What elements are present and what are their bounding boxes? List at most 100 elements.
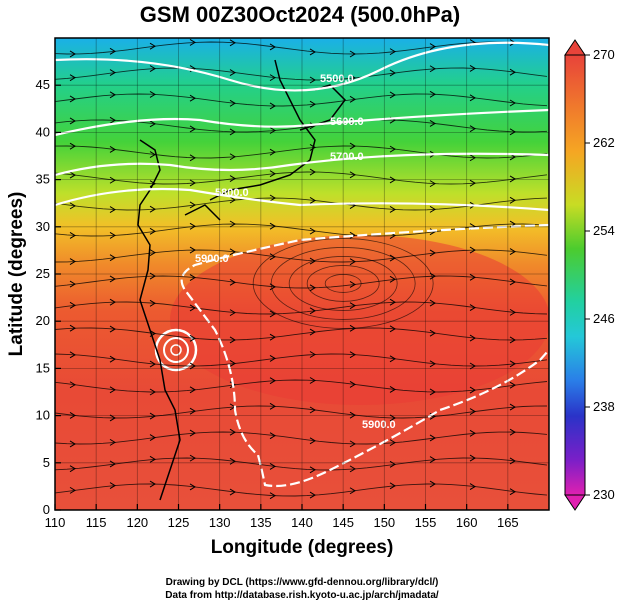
streamline-arrow	[389, 206, 396, 213]
streamline-arrow	[349, 380, 356, 388]
streamline-arrow	[349, 231, 356, 239]
contour-label: 5800.0	[215, 187, 249, 199]
streamline-arrow	[429, 480, 436, 488]
streamline-arrow	[269, 194, 276, 202]
streamline-arrow	[269, 102, 276, 110]
colorbar-top-arrow	[564, 39, 586, 56]
streamline-arrow	[269, 402, 276, 410]
streamline-arrow	[429, 120, 436, 127]
streamline-arrow	[429, 180, 436, 188]
streamline-arrow	[429, 249, 436, 257]
x-tick-label: 140	[291, 515, 313, 530]
streamline-arrow	[229, 128, 236, 136]
streamline-arrow	[69, 117, 76, 125]
streamline-arrow	[269, 333, 276, 341]
streamline-arrow	[469, 273, 476, 281]
streamline-arrow	[69, 486, 76, 494]
streamline-arrow	[309, 144, 316, 151]
streamline-arrow	[509, 278, 516, 286]
streamline-arrow	[149, 90, 156, 98]
streamline-arrow	[229, 153, 236, 161]
streamline-arrow	[269, 310, 276, 318]
streamline-arrow	[469, 454, 476, 462]
streamline-arrow	[69, 280, 76, 288]
anticyclone-streamline	[306, 265, 380, 302]
colorbar-scale	[564, 54, 586, 496]
streamline-arrow	[509, 248, 516, 256]
streamline-arrow	[189, 274, 196, 281]
streamline-arrow	[429, 90, 436, 98]
streamline-arrow	[229, 488, 236, 496]
streamline-arrow	[229, 69, 236, 77]
streamline-arrow	[349, 351, 356, 359]
streamline-arrow	[389, 275, 396, 283]
streamline-arrow	[69, 258, 76, 265]
streamline-arrow	[429, 65, 436, 73]
streamline-arrow	[149, 412, 156, 420]
height-contours	[55, 41, 549, 488]
streamline-arrow	[189, 304, 196, 312]
streamline-arrow	[469, 429, 476, 437]
streamline	[55, 301, 548, 315]
streamline	[55, 483, 548, 497]
streamline-arrow	[469, 362, 476, 370]
streamline-arrow	[389, 414, 396, 422]
streamline-arrow	[229, 428, 236, 436]
streamline-arrow	[429, 43, 436, 50]
streamline-arrow	[189, 94, 196, 102]
streamline-arrow	[269, 74, 276, 82]
y-tick-label: 35	[36, 172, 50, 187]
streamline-arrow	[349, 74, 356, 82]
streamline	[55, 197, 548, 211]
streamline-arrow	[69, 381, 76, 389]
streamline-arrow	[349, 281, 356, 288]
chart-title: GSM 00Z30Oct2024 (500.0hPa)	[140, 2, 460, 27]
streamline-arrow	[229, 39, 236, 47]
streamline-arrow	[109, 69, 116, 77]
streamline-arrow	[109, 325, 116, 333]
streamline-arrow	[229, 457, 236, 465]
streamline-arrow	[309, 48, 316, 56]
streamline-arrow	[149, 249, 156, 257]
streamline-arrow	[269, 492, 276, 500]
streamline-arrow	[189, 386, 196, 394]
streamline-arrow	[69, 351, 76, 359]
streamline	[55, 93, 548, 107]
streamline-arrow	[229, 248, 236, 256]
streamline	[55, 327, 548, 341]
credit-data: Data from http://database.rish.kyoto-u.a…	[165, 590, 439, 601]
streamline-arrow	[149, 42, 156, 50]
streamline-arrow	[469, 386, 476, 394]
streamline-arrow	[309, 406, 316, 414]
streamline-arrow	[389, 48, 396, 56]
contour-labels: 5800.0 5900.0 5600.0 5700.0 5500.0 5900.…	[195, 73, 396, 431]
streamline-arrow	[429, 299, 436, 307]
streamline-arrow	[149, 180, 156, 188]
streamline	[55, 249, 548, 263]
streamline-arrow	[269, 463, 276, 470]
x-tick-label: 145	[332, 515, 354, 530]
streamline-arrow	[189, 407, 196, 415]
streamline-arrow	[309, 197, 316, 204]
streamline-arrow	[349, 50, 356, 58]
y-tick-label: 30	[36, 219, 50, 234]
colorbar-tick-label: 238	[593, 399, 615, 414]
streamline-arrow	[469, 246, 476, 254]
streamline-arrow	[309, 76, 316, 84]
streamline	[55, 457, 548, 471]
streamline-arrow	[509, 428, 516, 436]
streamline-arrow	[269, 222, 276, 230]
anticyclone-streamline	[324, 274, 362, 293]
streamline-arrow	[389, 386, 396, 393]
x-tick-label: 120	[126, 515, 148, 530]
streamline-arrow	[109, 146, 116, 153]
streamline-arrow	[229, 278, 236, 286]
x-tick-label: 125	[168, 515, 190, 530]
streamline-arrow	[309, 257, 316, 265]
streamline-arrow	[509, 403, 516, 411]
streamline-arrow	[109, 91, 116, 99]
streamline-arrow	[109, 482, 116, 490]
streamline-arrow	[189, 201, 196, 209]
x-tick-label: 135	[250, 515, 272, 530]
